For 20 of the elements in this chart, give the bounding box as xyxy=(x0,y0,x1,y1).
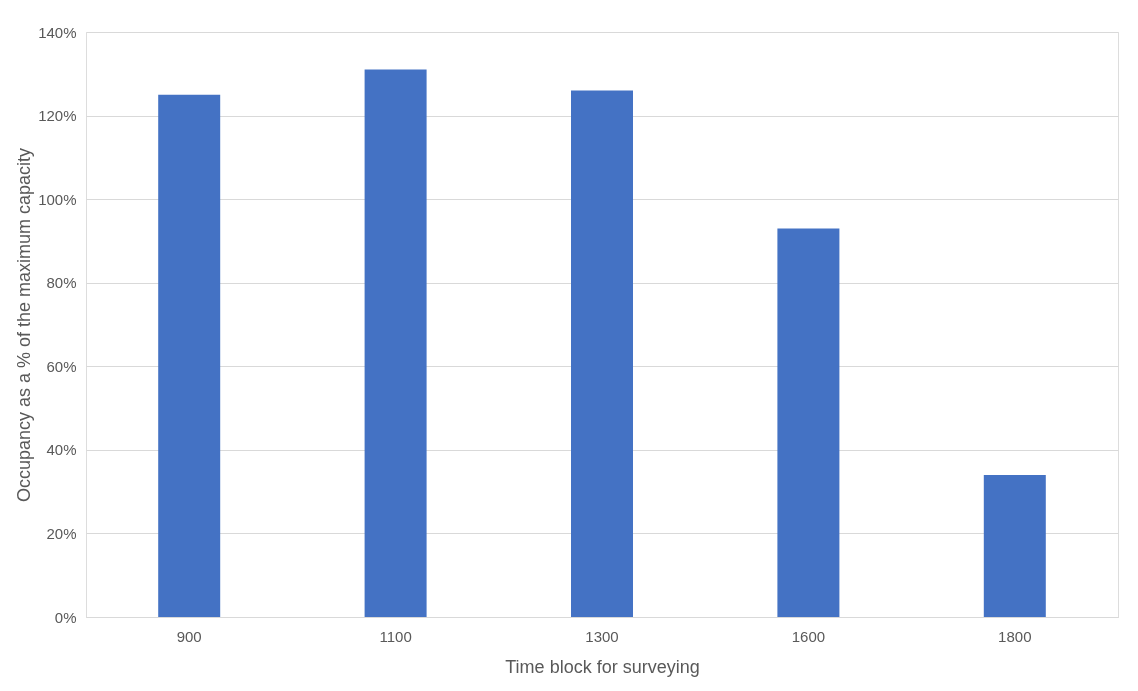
bar xyxy=(571,90,633,617)
y-tick-label: 80% xyxy=(46,274,77,292)
bar xyxy=(983,474,1046,617)
bar xyxy=(364,69,427,617)
y-tick-label: 60% xyxy=(46,357,77,375)
x-tick-label: 900 xyxy=(176,627,202,645)
bar xyxy=(777,228,840,617)
bar xyxy=(158,94,221,617)
y-tick-label: 20% xyxy=(46,524,77,542)
y-axis-title: Occupancy as a % of the maximum capacity xyxy=(14,147,35,503)
x-tick-label: 1100 xyxy=(379,627,412,645)
x-axis-title: Time block for surveying xyxy=(505,656,700,677)
y-tick-label: 100% xyxy=(38,190,77,208)
x-tick-label: 1600 xyxy=(791,627,826,645)
x-tick-label: 1800 xyxy=(998,627,1032,645)
y-tick-label: 140% xyxy=(38,23,77,41)
y-tick-label: 0% xyxy=(54,608,77,626)
y-tick-label: 120% xyxy=(38,107,77,125)
y-tick-label: 40% xyxy=(46,441,77,459)
x-tick-label: 1300 xyxy=(585,627,619,645)
